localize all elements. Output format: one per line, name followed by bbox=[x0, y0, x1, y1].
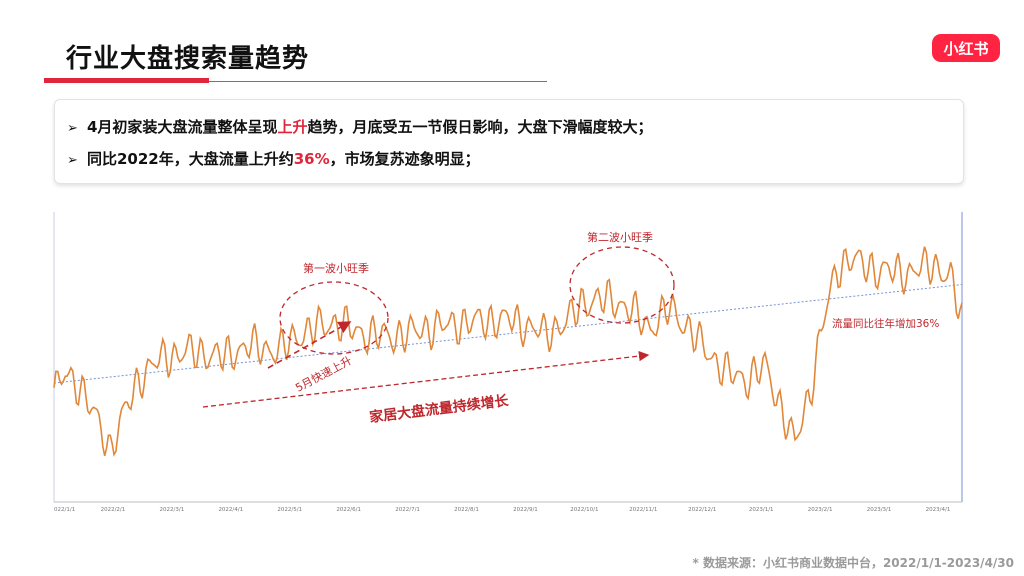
x-tick-label: 2023/4/1 bbox=[926, 507, 951, 513]
summary-bullet: ➢ 同比2022年，大盘流量上升约36%，市场复苏迹象明显； bbox=[67, 148, 480, 169]
page-title: 行业大盘搜索量趋势 bbox=[66, 44, 310, 74]
x-tick-label: 2022/3/1 bbox=[160, 507, 185, 513]
annotation-first-wave: 第一波小旺季 bbox=[303, 261, 369, 275]
bullet-arrow-icon: ➢ bbox=[67, 121, 78, 136]
x-tick-label: 2022/7/1 bbox=[395, 507, 420, 513]
x-tick-label: 022/1/1 bbox=[54, 507, 75, 513]
x-tick-label: 2022/6/1 bbox=[336, 507, 361, 513]
summary-bullet: ➢ 4月初家装大盘流量整体呈现上升趋势，月底受五一节假日影响，大盘下滑幅度较大； bbox=[67, 116, 652, 137]
summary-box: ➢ 4月初家装大盘流量整体呈现上升趋势，月底受五一节假日影响，大盘下滑幅度较大； … bbox=[54, 99, 964, 184]
x-tick-label: 2022/12/1 bbox=[688, 507, 716, 513]
data-source-note: * 数据来源：小红书商业数据中台，2022/1/1-2023/4/30 bbox=[692, 556, 1014, 570]
annotation-may-rise: 5月快速上升 bbox=[293, 354, 354, 395]
x-tick-label: 2022/8/1 bbox=[454, 507, 479, 513]
bullet-text: ，市场复苏迹象明显； bbox=[329, 150, 480, 168]
growth-arrow bbox=[202, 350, 650, 408]
bullet-arrow-icon: ➢ bbox=[67, 153, 78, 168]
bullet-text: 同比2022年，大盘流量上升约 bbox=[87, 150, 294, 168]
annotation-yoy-increase: 流量同比往年增加36% bbox=[832, 317, 939, 330]
annotation-second-wave: 第二波小旺季 bbox=[587, 230, 653, 244]
x-tick-label: 2023/2/1 bbox=[808, 507, 833, 513]
x-tick-label: 2022/11/1 bbox=[629, 507, 657, 513]
x-tick-label: 2022/10/1 bbox=[570, 507, 598, 513]
rapid-rise-arrow bbox=[267, 321, 352, 369]
title-underline-accent bbox=[44, 78, 209, 83]
annotation-continuous-growth: 家居大盘流量持续增长 bbox=[368, 392, 510, 426]
bullet-text: 趋势，月底受五一节假日影响，大盘下滑幅度较大； bbox=[307, 118, 653, 136]
first-peak-circle bbox=[279, 281, 389, 355]
x-tick-label: 2022/9/1 bbox=[513, 507, 538, 513]
brand-logo: 小红书 bbox=[932, 34, 1000, 62]
title-underline bbox=[44, 81, 547, 82]
second-peak-circle bbox=[569, 246, 675, 324]
x-tick-label: 2023/3/1 bbox=[867, 507, 892, 513]
x-tick-label: 2022/4/1 bbox=[218, 507, 243, 513]
bullet-highlight: 36% bbox=[293, 150, 330, 168]
bullet-highlight: 上升 bbox=[277, 118, 308, 136]
series-line bbox=[53, 246, 963, 457]
x-tick-label: 2023/1/1 bbox=[749, 507, 774, 513]
bullet-text: 4月初家装大盘流量整体呈现 bbox=[87, 118, 278, 136]
x-tick-label: 2022/2/1 bbox=[101, 507, 126, 513]
x-tick-label: 2022/5/1 bbox=[277, 507, 302, 513]
trend-line bbox=[53, 284, 963, 384]
